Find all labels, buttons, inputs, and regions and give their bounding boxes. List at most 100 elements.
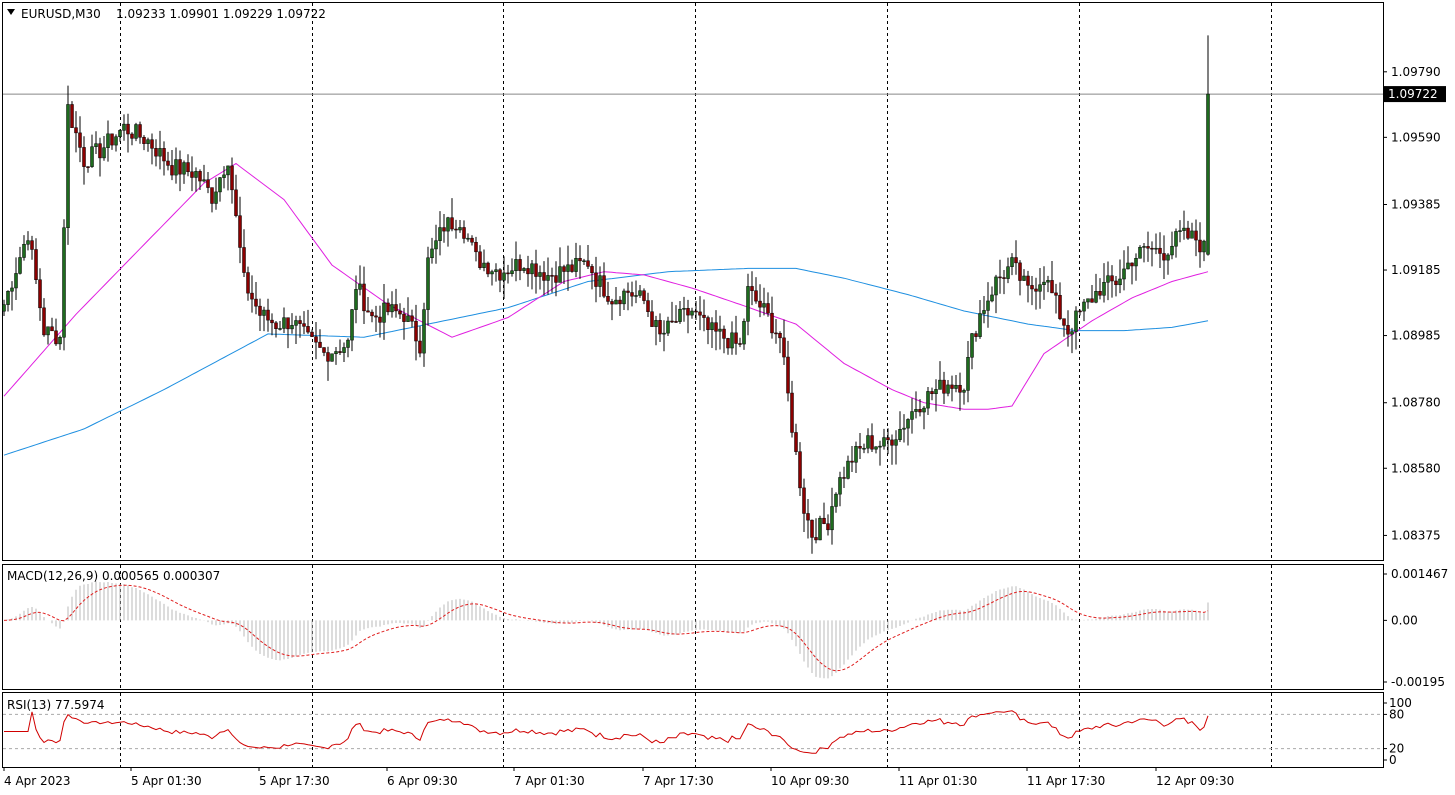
candle-body: [702, 314, 706, 318]
candle-body: [390, 304, 394, 313]
chevron-down-icon[interactable]: [7, 9, 15, 15]
candle-body: [470, 237, 474, 243]
rsi-panel[interactable]: [2, 692, 1384, 768]
candle-body: [414, 320, 418, 342]
candle-body: [1178, 230, 1182, 232]
candle-body: [738, 343, 742, 345]
candle-body: [1086, 298, 1090, 303]
candle-body: [238, 215, 242, 248]
candle-body: [1038, 284, 1042, 292]
candle-body: [358, 283, 362, 290]
candle-body: [366, 310, 370, 313]
x-tick-label: 5 Apr 01:30: [131, 774, 202, 788]
candle-body: [1186, 227, 1190, 239]
candle-body: [398, 310, 402, 315]
candle-body: [794, 432, 798, 452]
candle-body: [490, 271, 494, 275]
macd-signal-line: [3, 584, 1209, 672]
candle-body: [550, 275, 554, 277]
candle-body: [982, 310, 986, 314]
candle-body: [630, 292, 634, 297]
candle-body: [690, 310, 694, 316]
candle-body: [334, 351, 338, 355]
candle-body: [182, 162, 186, 175]
candle-body: [102, 147, 106, 159]
candle-body: [938, 379, 942, 390]
candle-body: [1018, 262, 1022, 281]
candle-body: [454, 228, 458, 231]
candle-body: [590, 266, 594, 274]
axes: 1.09790 1.09590 1.09385 1.09185 1.08985 1.087…: [3, 65, 1448, 788]
candle-body: [510, 270, 514, 274]
candle-body: [726, 338, 730, 349]
candle-body: [250, 292, 254, 300]
candle-body: [626, 290, 630, 293]
candle-body: [54, 330, 58, 345]
y-tick-label: 1.09590: [1391, 130, 1441, 144]
candle-body: [322, 347, 326, 353]
candle-body: [842, 477, 846, 479]
candle-body: [974, 333, 978, 337]
candle-body: [354, 289, 358, 310]
candle-body: [910, 411, 914, 420]
candle-body: [886, 437, 890, 441]
price-panel[interactable]: [2, 2, 1384, 561]
candle-body: [286, 317, 290, 330]
candle-body: [1070, 331, 1074, 335]
candle-body: [986, 300, 990, 311]
candle-body: [678, 308, 682, 322]
candle-body: [1166, 254, 1170, 261]
candle-body: [1050, 280, 1054, 294]
candle-body: [570, 264, 574, 272]
candle-body: [602, 275, 606, 297]
candle-body: [558, 266, 562, 283]
candle-body: [1002, 277, 1006, 279]
candle-body: [730, 332, 734, 349]
macd-panel[interactable]: [2, 564, 1384, 690]
candle-body: [1162, 253, 1166, 261]
candle-body: [634, 295, 638, 297]
candle-body: [58, 336, 62, 345]
candle-body: [1158, 247, 1162, 254]
candle-body: [810, 519, 814, 538]
candle-body: [934, 389, 938, 395]
candle-body: [582, 260, 586, 262]
candle-body: [1058, 295, 1062, 319]
candle-body: [706, 317, 710, 331]
candle-body: [46, 326, 50, 336]
candle-body: [18, 257, 22, 274]
candle-body: [650, 311, 654, 327]
macd-tick-label: 0.001467: [1391, 567, 1448, 581]
candle-body: [374, 315, 378, 318]
candle-body: [326, 352, 330, 362]
candle-body: [194, 171, 198, 178]
candle-body: [442, 227, 446, 232]
candle-body: [814, 537, 818, 541]
candle-body: [714, 322, 718, 332]
ohlc-label: 1.09233 1.09901 1.09229 1.09722: [116, 7, 326, 21]
candle-body: [694, 310, 698, 313]
candle-body: [338, 351, 342, 353]
candle-body: [314, 336, 318, 343]
candle-body: [1118, 278, 1122, 286]
candle-body: [278, 328, 282, 330]
candle-body: [994, 276, 998, 296]
candle-body: [930, 391, 934, 395]
x-tick-label: 6 Apr 09:30: [387, 774, 458, 788]
candle-body: [978, 313, 982, 337]
candle-body: [258, 305, 262, 316]
candle-body: [682, 308, 686, 310]
candle-body: [1010, 257, 1014, 267]
candle-body: [206, 179, 210, 188]
candle-body: [34, 249, 38, 280]
candle-body: [882, 437, 886, 447]
candle-body: [138, 124, 142, 138]
candle-body: [30, 240, 34, 250]
candle-body: [530, 263, 534, 275]
candle-body: [1126, 262, 1130, 270]
candle-body: [86, 166, 90, 168]
candle-body: [22, 243, 26, 258]
candle-body: [262, 309, 266, 316]
candle-body: [418, 340, 422, 354]
